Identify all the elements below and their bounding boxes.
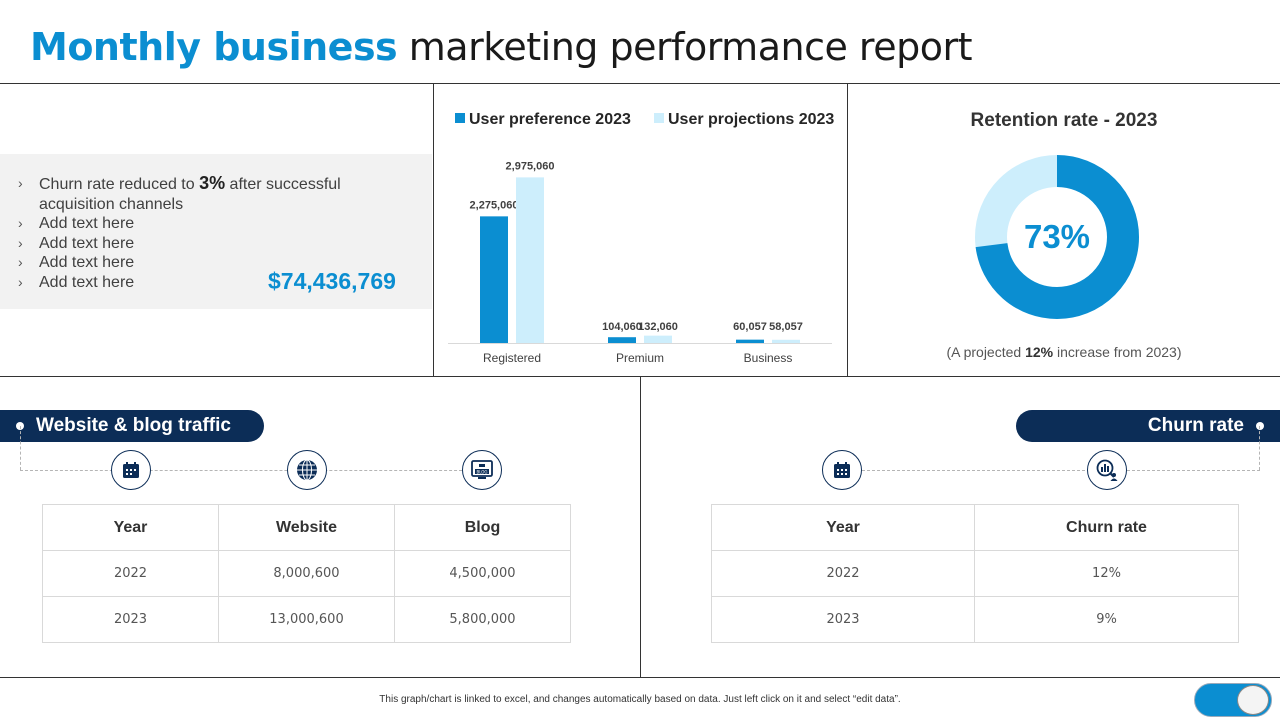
bar-business-series-1[interactable] xyxy=(772,339,800,343)
calendar-icon xyxy=(111,450,151,490)
footer-note: This graph/chart is linked to excel, and… xyxy=(379,694,901,705)
column-header: Website xyxy=(218,504,395,551)
summary-panel xyxy=(0,154,432,309)
divider-bottom xyxy=(0,677,1280,678)
bar-chart[interactable]: 2,275,060 2,975,060 Registered 104,060132,0… xyxy=(440,140,840,372)
globe-icon xyxy=(287,450,327,490)
connector-line xyxy=(1259,426,1260,470)
svg-text:BLOG: BLOG xyxy=(476,469,487,474)
bar-premium-series-0[interactable] xyxy=(608,337,636,343)
x-tick-label: Business xyxy=(744,351,793,365)
retention-subtitle: (A projected 12% increase from 2023) xyxy=(946,344,1182,360)
bullet-item: › Add text here xyxy=(18,234,135,252)
bullet-item: › Add text here xyxy=(18,254,135,271)
x-tick-label: Premium xyxy=(616,351,664,365)
data-label: 60,057 xyxy=(733,321,767,333)
chevron-right-icon: › xyxy=(18,273,23,290)
data-label: 104,060 xyxy=(602,321,642,333)
dot-icon xyxy=(1256,422,1264,430)
data-label: 58,057 xyxy=(769,321,803,333)
table-header-row: Year Churn rate xyxy=(711,504,1239,551)
toggle-knob[interactable] xyxy=(1237,685,1269,715)
connector-line xyxy=(20,470,482,471)
connector-line xyxy=(20,426,21,470)
toggle-switch[interactable] xyxy=(1194,683,1272,717)
table-cell: 9% xyxy=(974,596,1239,643)
column-header: Year xyxy=(42,504,219,551)
legend-item-preference: User preference 2023 xyxy=(455,111,631,129)
x-tick-label: Registered xyxy=(483,351,541,365)
bar-registered-series-0[interactable] xyxy=(480,216,508,343)
blog-icon: BLOG xyxy=(462,450,502,490)
page-title-bold: Monthly business xyxy=(30,25,398,69)
divider-v3 xyxy=(640,376,641,677)
data-label: 2,975,060 xyxy=(506,160,555,172)
column-header: Churn rate xyxy=(974,504,1239,551)
bullet-item: › Churn rate reduced to 3% after successf… xyxy=(18,173,341,213)
table-cell: 13,000,600 xyxy=(218,596,395,643)
legend-item-projection: User projections 2023 xyxy=(654,111,834,129)
chevron-right-icon: › xyxy=(18,175,23,191)
table-cell: 2023 xyxy=(711,596,975,643)
chevron-right-icon: › xyxy=(18,215,23,231)
table-row: 2022 12% xyxy=(711,550,1239,597)
section-header-traffic: Website & blog traffic xyxy=(0,410,264,442)
traffic-table: Year Website Blog 2022 8,000,600 4,500,0… xyxy=(42,504,571,643)
legend-swatch xyxy=(654,113,664,123)
total-amount: $74,436,769 xyxy=(268,268,396,294)
divider-v1 xyxy=(433,83,434,376)
legend-swatch xyxy=(455,113,465,123)
bar-premium-series-1[interactable] xyxy=(644,335,672,343)
column-header: Year xyxy=(711,504,975,551)
retention-title: Retention rate - 2023 xyxy=(970,110,1158,131)
bullet-item: › Add text here xyxy=(18,215,135,232)
table-cell: 8,000,600 xyxy=(218,550,395,597)
calendar-icon xyxy=(822,450,862,490)
divider-top xyxy=(0,83,1280,84)
table-row: 2023 13,000,600 5,800,000 xyxy=(42,596,571,643)
page-title: Monthly business marketing performance r… xyxy=(30,24,972,70)
churn-table: Year Churn rate 2022 12% 2023 9% xyxy=(711,504,1239,643)
chevron-right-icon: › xyxy=(18,234,23,251)
chevron-right-icon: › xyxy=(18,254,23,270)
table-cell: 2022 xyxy=(711,550,975,597)
divider-v2 xyxy=(847,83,848,376)
table-header-row: Year Website Blog xyxy=(42,504,571,551)
bullet-item: › Add text here xyxy=(18,273,135,291)
column-header: Blog xyxy=(394,504,571,551)
data-label: 132,060 xyxy=(638,321,678,333)
bar-business-series-0[interactable] xyxy=(736,339,764,343)
donut-value-arc xyxy=(975,155,1139,319)
user-analysis-icon xyxy=(1087,450,1127,490)
table-cell: 4,500,000 xyxy=(394,550,571,597)
table-cell: 2022 xyxy=(42,550,219,597)
table-row: 2022 8,000,600 4,500,000 xyxy=(42,550,571,597)
retention-donut[interactable] xyxy=(973,153,1141,321)
table-cell: 2023 xyxy=(42,596,219,643)
table-cell: 12% xyxy=(974,550,1239,597)
table-cell: 5,800,000 xyxy=(394,596,571,643)
retention-value: 73% xyxy=(1023,218,1091,255)
summary-bullets: › Churn rate reduced to 3% after successf… xyxy=(18,173,358,292)
connector-line xyxy=(842,470,1260,471)
page-title-rest: marketing performance report xyxy=(408,25,973,69)
bar-registered-series-1[interactable] xyxy=(516,177,544,343)
data-label: 2,275,060 xyxy=(470,199,519,211)
table-row: 2023 9% xyxy=(711,596,1239,643)
section-header-churn: Churn rate xyxy=(1016,410,1280,442)
